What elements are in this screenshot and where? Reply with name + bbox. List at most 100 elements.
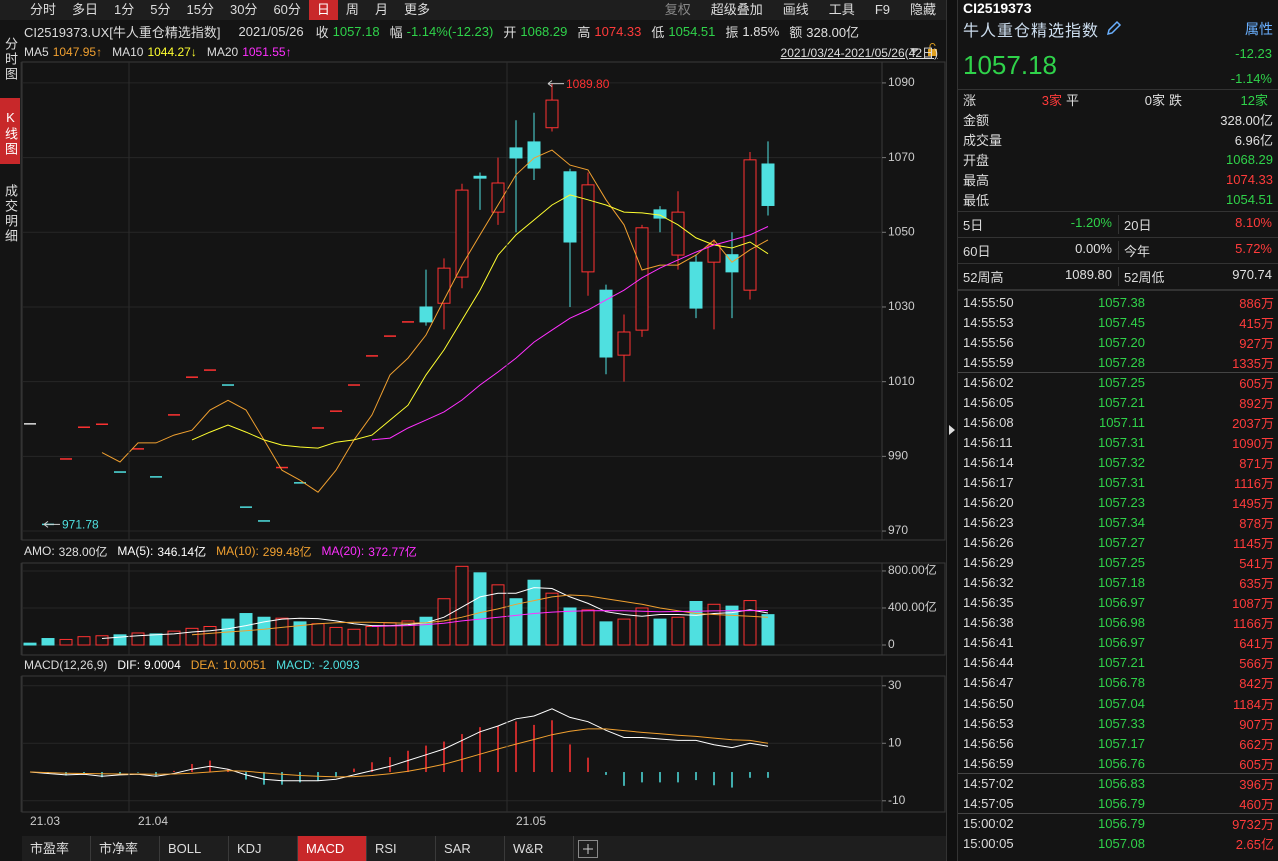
legend-name: MA10 [112,45,144,59]
indicator-tab[interactable]: MACD [298,836,367,861]
edit-icon[interactable] [1105,19,1123,40]
trade-volume: 1145万 [1233,536,1274,552]
indicator-tab[interactable]: 市盈率 [22,836,91,861]
tool-button[interactable]: 隐藏 [909,2,936,17]
performance-cell: 60日 0.00% [958,241,1118,260]
trade-row: 14:56:26 1057.27 1145万 [958,533,1278,553]
indicator-tab[interactable]: W&R [505,836,574,861]
legend-name: MA20 [206,45,239,59]
performance-label: 60日 [963,244,991,259]
trade-price: 1057.23 [1098,495,1145,510]
period-tab[interactable]: 30分 [229,2,258,17]
indicator-tabs: 市盈率 市净率 BOLL KDJ MACD RSI SAR W&R [22,836,946,861]
period-tab[interactable]: 60分 [273,2,301,17]
trade-row: 14:56:59 1056.76 605万 [958,753,1278,773]
volume-bar [329,626,343,646]
period-tab[interactable]: 日 [308,0,338,20]
performance-row: 52周高 1089.80 52周低 970.74 [958,263,1278,289]
breadth-value: 12家 [1240,92,1268,108]
period-tab[interactable]: 周 [345,2,359,17]
indicator-tab[interactable]: KDJ [229,836,298,861]
trade-volume: 2.65亿 [1235,836,1274,852]
volume-bar [635,607,649,646]
y-tick-label: 990 [888,449,908,463]
tool-button[interactable]: 超级叠加 [710,2,763,17]
trade-time: 14:56:11 [963,434,1013,450]
indicator-tab[interactable]: SAR [436,836,505,861]
trade-price: 1056.76 [1098,755,1145,771]
period-tab[interactable]: 1分 [114,2,135,17]
tool-button[interactable]: 复权 [664,2,691,17]
arrow-icon [949,425,955,435]
trade-row: 14:56:47 1056.78 842万 [958,673,1278,693]
trade-row: 14:56:02 1057.25 605万 [958,372,1278,392]
collapse-arrow[interactable] [948,424,956,439]
performance-value: 1089.80 [1065,267,1112,282]
breadth-value: 3家 [1041,92,1062,108]
field-label: 高 [577,24,591,40]
trade-price: 1057.27 [1098,535,1145,551]
indicator-tab[interactable]: 市净率 [91,836,160,861]
trade-row: 14:56:50 1057.04 1184万 [958,693,1278,713]
period-tab[interactable]: 15分 [186,2,214,17]
period-tab[interactable]: 5分 [150,2,171,17]
breadth-value: 0家 [1144,92,1165,108]
trade-time: 14:56:47 [963,675,1014,691]
performance-value: 970.74 [1232,267,1272,282]
legend-value: 299.48亿 [262,544,312,559]
side-tab[interactable]: 分时图 [3,36,18,82]
panel-frame [21,61,946,541]
trade-row: 15:00:02 1056.79 9732万 [958,813,1278,833]
performance-cell: 52周低 970.74 [1118,267,1278,286]
volume-bar [167,630,181,646]
side-tab[interactable]: 成交明细 [3,184,18,244]
trade-time: 14:56:50 [963,695,1014,711]
trade-volume: 1116万 [1234,475,1274,491]
volume-bar [689,601,703,646]
volume-bar [743,600,757,646]
period-tab[interactable]: 多日 [72,2,99,17]
candle-body [743,159,757,291]
tool-button[interactable]: 工具 [828,2,855,17]
indicator-tab[interactable]: BOLL [160,836,229,861]
quote-change: -12.23 [1235,46,1272,61]
annotation-arrowhead [43,520,49,528]
legend-name: MA(10): [216,544,259,558]
performance-value: -1.20% [1070,215,1112,230]
indicator-line [29,728,769,778]
candle-body [761,163,775,206]
add-tab-button[interactable] [578,839,598,858]
y-tick-label: 1090 [888,75,915,89]
period-tab[interactable]: 更多 [403,2,430,17]
date: 2021/05/26 [238,23,304,39]
trade-row: 14:56:44 1057.21 566万 [958,653,1278,673]
volume-bar [239,613,253,646]
trade-time: 14:56:20 [963,495,1014,510]
volume-bar [761,614,775,646]
trade-price: 1057.31 [1098,434,1145,450]
volume-bar [149,633,163,646]
side-tab[interactable]: K线图 [0,98,20,164]
trade-volume: 892万 [1239,395,1274,411]
trade-price: 1057.25 [1098,555,1145,571]
attr-button[interactable]: 属性 [1245,21,1273,37]
trade-volume: 635万 [1239,576,1274,592]
legend-value: 10.0051 [222,658,267,672]
trade-volume: 605万 [1239,756,1274,772]
volume-bar [257,616,271,646]
period-tab[interactable]: 分时 [30,2,57,17]
lock-shackle [929,43,936,49]
breadth-label: 平 [1066,92,1080,108]
volume-bar [527,579,541,646]
field-label: 振 [725,24,739,40]
indicator-tab[interactable]: RSI [367,836,436,861]
stat-row: 成交量 6.96亿 [963,129,1273,149]
trade-row: 14:56:35 1056.97 1087万 [958,593,1278,613]
tool-button[interactable]: F9 [874,2,890,17]
period-tab[interactable]: 月 [374,2,388,17]
candle-body [473,175,487,179]
stat-label: 最高 [963,172,990,188]
volume-bar [95,635,109,646]
legend-value: 328.00亿 [58,544,108,559]
tool-button[interactable]: 画线 [782,2,809,17]
